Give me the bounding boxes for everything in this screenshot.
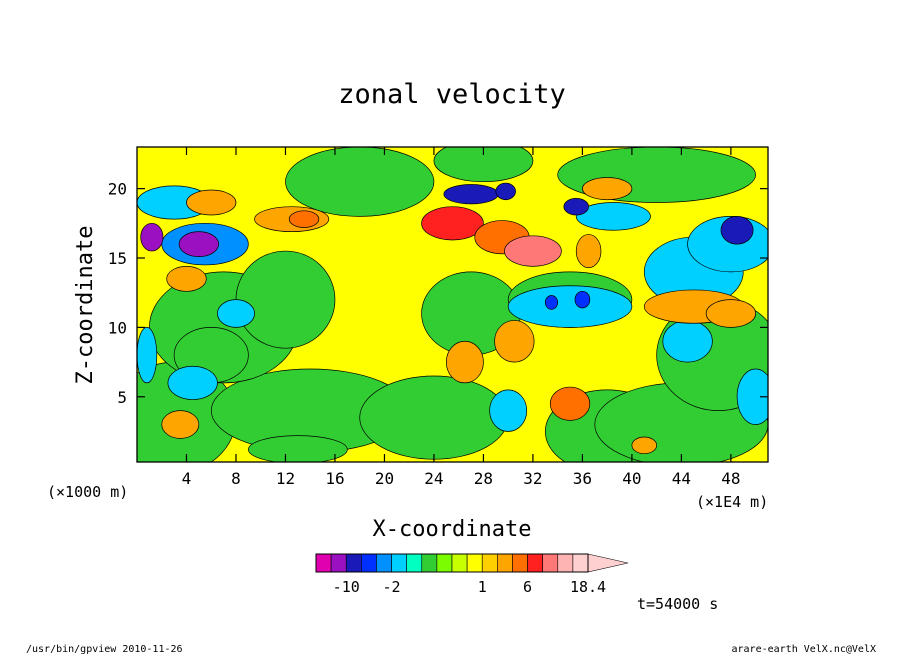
contour-region — [494, 320, 535, 363]
colorbar-tick-label: 18.4 — [570, 578, 606, 596]
x-tick-label: 8 — [231, 469, 241, 488]
y-tick-label: 10 — [108, 318, 127, 337]
y-axis-label: Z-coordinate — [73, 226, 98, 385]
colorbar-tick-label: -10 — [333, 578, 360, 596]
contour-region — [359, 375, 509, 460]
x-unit-left: (×1000 m) — [47, 483, 128, 501]
colorbar-tick-label: -2 — [383, 578, 401, 596]
chart-title: zonal velocity — [338, 79, 566, 110]
x-tick-label: 40 — [622, 469, 641, 488]
colorbar-segment — [466, 553, 483, 573]
contour-region — [736, 368, 768, 425]
contour-region — [549, 386, 591, 421]
x-tick-label: 12 — [276, 469, 295, 488]
x-tick-label: 24 — [424, 469, 443, 488]
contour-region — [186, 189, 237, 216]
contour-region — [161, 410, 200, 439]
colorbar — [315, 553, 629, 573]
colorbar-segment — [391, 553, 407, 573]
contour-region — [705, 299, 756, 328]
x-tick-label: 20 — [375, 469, 394, 488]
colorbar-segment — [572, 553, 589, 573]
contour-region — [166, 265, 207, 292]
contour-region — [662, 320, 713, 363]
x-tick-label: 4 — [182, 469, 192, 488]
contour-region — [504, 235, 562, 267]
footer-right: arare-earth_VelX.nc@VelX — [732, 644, 877, 654]
footer-left: /usr/bin/gpview 2010-11-26 — [26, 644, 183, 654]
colorbar-segment — [421, 553, 438, 573]
x-axis-label: X-coordinate — [373, 517, 532, 542]
contour-region — [285, 147, 435, 217]
colorbar-labels: -10 -2 1 6 18.4 — [333, 578, 606, 596]
colorbar-segment — [481, 553, 498, 573]
y-tick-label: 20 — [108, 180, 127, 199]
contour-region — [178, 231, 220, 257]
contour-region — [288, 210, 320, 228]
contour-region — [489, 389, 528, 432]
x-tick-label: 28 — [474, 469, 493, 488]
contour-region — [575, 202, 651, 231]
contour-region — [582, 177, 633, 201]
contour-region — [631, 436, 657, 455]
x-tick-label: 44 — [672, 469, 691, 488]
y-tick-label: 5 — [117, 388, 127, 407]
colorbar-extension — [587, 553, 629, 573]
contour-region — [443, 184, 499, 205]
x-axis: 4 8 12 16 20 24 28 32 36 40 44 48 — [182, 147, 741, 488]
plot-frame — [136, 146, 769, 463]
colorbar-segment — [376, 553, 392, 573]
y-tick-label: 15 — [108, 249, 127, 268]
contour-region — [445, 340, 484, 384]
x-tick-label: 36 — [573, 469, 592, 488]
contour-region — [140, 222, 164, 252]
colorbar-frame — [315, 553, 589, 573]
contour-region — [574, 290, 591, 309]
contour-region — [507, 285, 633, 328]
colorbar-segment — [361, 553, 377, 573]
colorbar-segment — [330, 553, 347, 573]
colorbar-tick-label: 6 — [523, 578, 532, 596]
colorbar-segment — [512, 553, 528, 573]
plot-area — [137, 147, 768, 462]
colorbar-segment — [557, 553, 574, 573]
colorbar-segment — [527, 553, 543, 573]
colorbar-segment — [497, 553, 513, 573]
colorbar-segment — [451, 553, 468, 573]
contour-region — [720, 216, 754, 245]
x-tick-label: 32 — [523, 469, 542, 488]
contour-field — [137, 147, 768, 462]
contour-region — [563, 197, 589, 216]
colorbar-tick-label: 1 — [478, 578, 487, 596]
contour-region — [248, 435, 348, 462]
contour-region — [575, 234, 602, 269]
colorbar-segment — [436, 553, 453, 573]
contour-region — [433, 147, 534, 183]
colorbar-segment — [345, 553, 362, 573]
contour-region — [235, 250, 336, 349]
x-tick-label: 16 — [325, 469, 344, 488]
colorbar-segment — [315, 553, 332, 573]
x-tick-label: 48 — [721, 469, 740, 488]
contour-region — [421, 206, 484, 241]
contour-region — [167, 365, 218, 400]
contour-region — [544, 295, 559, 310]
contour-region — [137, 327, 158, 384]
x-unit-right: (×1E4 m) — [696, 493, 768, 511]
contour-region — [217, 299, 255, 328]
contour-region — [495, 182, 516, 201]
colorbar-segment — [542, 553, 559, 573]
time-label: t=54000 s — [637, 595, 718, 613]
y-axis: 5 10 15 20 — [108, 180, 768, 407]
colorbar-segment — [406, 553, 423, 573]
